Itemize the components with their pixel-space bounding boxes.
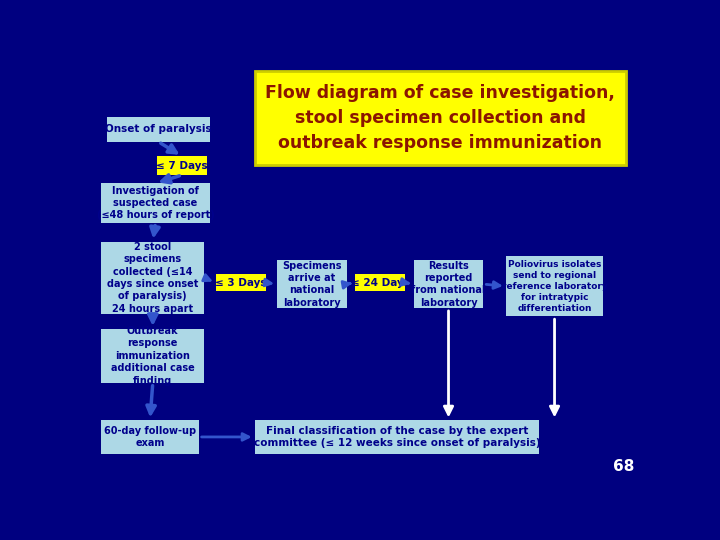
Text: Results
reported
from national
laboratory: Results reported from national laborator… <box>411 260 486 308</box>
FancyBboxPatch shape <box>215 274 266 292</box>
FancyBboxPatch shape <box>101 241 204 314</box>
FancyBboxPatch shape <box>413 260 483 308</box>
FancyBboxPatch shape <box>355 274 405 292</box>
FancyBboxPatch shape <box>101 329 204 383</box>
Text: ≤ 24 Days: ≤ 24 Days <box>351 278 410 288</box>
Text: Onset of paralysis: Onset of paralysis <box>105 124 212 134</box>
Text: Final classification of the case by the expert
committee (≤ 12 weeks since onset: Final classification of the case by the … <box>253 426 540 448</box>
FancyBboxPatch shape <box>101 420 199 454</box>
Text: Flow diagram of case investigation,
stool specimen collection and
outbreak respo: Flow diagram of case investigation, stoo… <box>265 84 615 152</box>
Text: Specimens
arrive at
national
laboratory: Specimens arrive at national laboratory <box>282 260 341 308</box>
Text: Poliovirus isolates
send to regional
reference laboratory
for intratypic
differe: Poliovirus isolates send to regional ref… <box>502 260 608 313</box>
FancyBboxPatch shape <box>157 156 207 175</box>
Text: 68: 68 <box>613 460 634 474</box>
FancyBboxPatch shape <box>255 420 539 454</box>
FancyBboxPatch shape <box>107 117 210 141</box>
FancyBboxPatch shape <box>101 183 210 223</box>
FancyBboxPatch shape <box>255 71 626 165</box>
Text: Investigation of
suspected case
(≤48 hours of report): Investigation of suspected case (≤48 hou… <box>96 186 215 220</box>
FancyBboxPatch shape <box>277 260 347 308</box>
FancyBboxPatch shape <box>505 256 603 316</box>
Text: Outbreak
response
immunization
additional case
finding: Outbreak response immunization additiona… <box>111 326 194 386</box>
Text: 2 stool
specimens
collected (≤14
days since onset
of paralysis)
24 hours apart: 2 stool specimens collected (≤14 days si… <box>107 242 199 314</box>
Text: ≤ 7 Days: ≤ 7 Days <box>156 160 208 171</box>
Text: ≤ 3 Days: ≤ 3 Days <box>215 278 266 288</box>
Text: 60-day follow-up
exam: 60-day follow-up exam <box>104 426 196 448</box>
